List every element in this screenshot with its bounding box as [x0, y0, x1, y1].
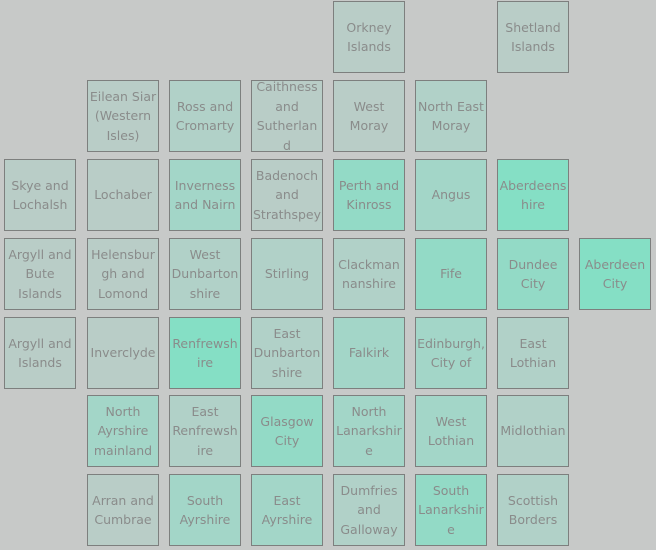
tile-label: West Dunbartonshire — [171, 246, 239, 301]
tile-west-lothian[interactable]: West Lothian — [415, 395, 487, 467]
tile-label: South Ayrshire — [179, 492, 231, 528]
tile-label: Argyll and Islands — [8, 335, 72, 371]
tile-label: Fife — [440, 266, 462, 282]
tile-label: East Dunbartonshire — [253, 325, 321, 380]
tile-aberdeenshire[interactable]: Aberdeenshire — [497, 159, 569, 231]
tile-label: East Lothian — [509, 335, 557, 371]
tile-label: West Lothian — [427, 413, 475, 449]
tile-shetland[interactable]: Shetland Islands — [497, 1, 569, 73]
tile-label: Perth and Kinross — [338, 177, 400, 213]
tile-label: Falkirk — [348, 345, 390, 361]
tile-west-moray[interactable]: West Moray — [333, 80, 405, 152]
tile-label: Skye and Lochalsh — [11, 177, 69, 213]
tile-label: Caithness and Sutherland — [256, 80, 318, 152]
tile-edinburgh[interactable]: Edinburgh, City of — [415, 317, 487, 389]
tile-label: Inverclyde — [90, 345, 156, 361]
tile-argyll-islands[interactable]: Argyll and Islands — [4, 317, 76, 389]
tile-caithness[interactable]: Caithness and Sutherland — [251, 80, 323, 152]
tile-label: Inverness and Nairn — [174, 177, 236, 213]
tile-inverclyde[interactable]: Inverclyde — [87, 317, 159, 389]
tile-west-dunbartonshire[interactable]: West Dunbartonshire — [169, 238, 241, 310]
tile-aberdeen[interactable]: Aberdeen City — [579, 238, 651, 310]
tile-north-lanarkshire[interactable]: North Lanarkshire — [333, 395, 405, 467]
tile-argyll-bute[interactable]: Argyll and Bute Islands — [4, 238, 76, 310]
tile-falkirk[interactable]: Falkirk — [333, 317, 405, 389]
tile-stirling[interactable]: Stirling — [251, 238, 323, 310]
tile-label: Orkney Islands — [346, 19, 392, 55]
tile-fife[interactable]: Fife — [415, 238, 487, 310]
tile-angus[interactable]: Angus — [415, 159, 487, 231]
tile-east-lothian[interactable]: East Lothian — [497, 317, 569, 389]
tile-label: West Moray — [349, 98, 389, 134]
tile-label: Edinburgh, City of — [417, 335, 485, 371]
tile-label: Midlothian — [500, 423, 566, 439]
tile-label: Arran and Cumbrae — [92, 492, 154, 528]
tile-renfrewshire[interactable]: Renfrewshire — [169, 317, 241, 389]
tile-label: Aberdeenshire — [499, 177, 567, 213]
tile-label: Angus — [431, 187, 471, 203]
tile-dundee[interactable]: Dundee City — [497, 238, 569, 310]
tile-label: North Ayrshire mainland — [93, 403, 153, 458]
tile-midlothian[interactable]: Midlothian — [497, 395, 569, 467]
tile-label: East Ayrshire — [261, 492, 313, 528]
tile-label: South Lanarkshire — [418, 482, 484, 537]
tile-arran[interactable]: Arran and Cumbrae — [87, 474, 159, 546]
tile-label: Eilean Siar (Western Isles) — [89, 88, 157, 143]
tile-skye[interactable]: Skye and Lochalsh — [4, 159, 76, 231]
tile-eilean-siar[interactable]: Eilean Siar (Western Isles) — [87, 80, 159, 152]
tile-orkney[interactable]: Orkney Islands — [333, 1, 405, 73]
tile-label: Glasgow City — [260, 413, 314, 449]
tile-glasgow[interactable]: Glasgow City — [251, 395, 323, 467]
tile-label: Stirling — [264, 266, 310, 282]
tile-label: North Lanarkshire — [336, 403, 402, 458]
tile-perth[interactable]: Perth and Kinross — [333, 159, 405, 231]
tile-dumfries[interactable]: Dumfries and Galloway — [333, 474, 405, 546]
tile-label: East Renfrewshire — [172, 403, 238, 458]
tile-label: Badenoch and Strathspey — [253, 167, 321, 222]
tile-borders[interactable]: Scottish Borders — [497, 474, 569, 546]
tile-label: Clackmannanshire — [338, 256, 400, 292]
tile-clackmannanshire[interactable]: Clackmannanshire — [333, 238, 405, 310]
tile-label: Scottish Borders — [507, 492, 559, 528]
tile-label: Renfrewshire — [172, 335, 238, 371]
tile-label: Aberdeen City — [584, 256, 646, 292]
tile-label: Shetland Islands — [505, 19, 561, 55]
tile-south-ayrshire[interactable]: South Ayrshire — [169, 474, 241, 546]
tile-label: Ross and Cromarty — [175, 98, 235, 134]
tile-south-lanarkshire[interactable]: South Lanarkshire — [415, 474, 487, 546]
tile-label: Argyll and Bute Islands — [8, 246, 72, 301]
tile-badenoch[interactable]: Badenoch and Strathspey — [251, 159, 323, 231]
tile-ross-cromarty[interactable]: Ross and Cromarty — [169, 80, 241, 152]
tile-label: Helensburgh and Lomond — [91, 246, 155, 301]
tile-east-ayrshire[interactable]: East Ayrshire — [251, 474, 323, 546]
tile-ne-moray[interactable]: North East Moray — [415, 80, 487, 152]
tile-label: Lochaber — [94, 187, 152, 203]
tile-inverness[interactable]: Inverness and Nairn — [169, 159, 241, 231]
tile-label: Dumfries and Galloway — [340, 482, 398, 537]
tile-east-dunbartonshire[interactable]: East Dunbartonshire — [251, 317, 323, 389]
tile-helensburgh[interactable]: Helensburgh and Lomond — [87, 238, 159, 310]
tile-north-ayrshire[interactable]: North Ayrshire mainland — [87, 395, 159, 467]
tile-label: Dundee City — [508, 256, 558, 292]
tile-lochaber[interactable]: Lochaber — [87, 159, 159, 231]
tile-east-renfrewshire[interactable]: East Renfrewshire — [169, 395, 241, 467]
tile-label: North East Moray — [418, 98, 484, 134]
